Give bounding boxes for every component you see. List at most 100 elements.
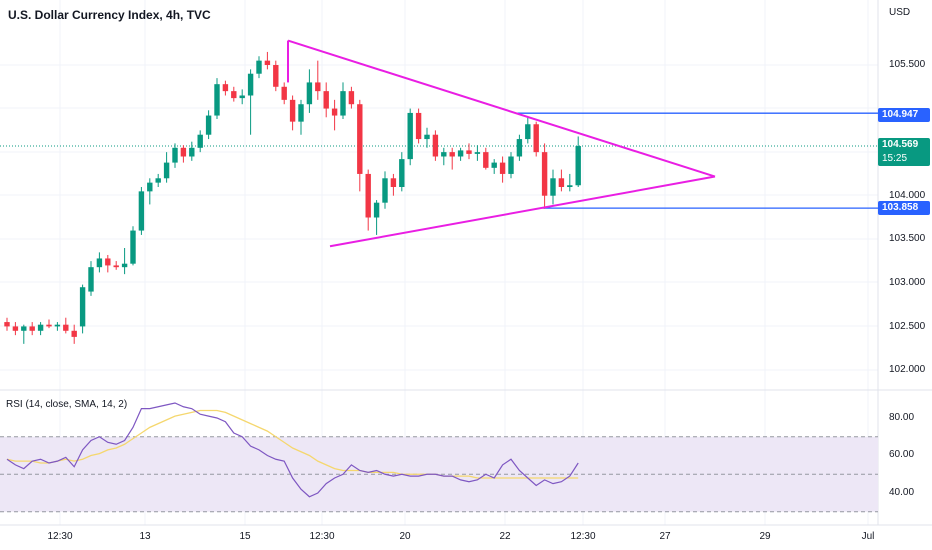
candle-body bbox=[21, 326, 27, 331]
candle-body bbox=[323, 91, 329, 109]
candle-body bbox=[516, 139, 523, 157]
price-tick: 103.500 bbox=[889, 233, 926, 244]
time-tick: 27 bbox=[659, 531, 671, 542]
candle-body bbox=[180, 147, 187, 157]
candle-body bbox=[483, 152, 489, 168]
rsi-tick: 60.00 bbox=[889, 449, 915, 460]
triangle-lower-line bbox=[329, 175, 716, 248]
candle-body bbox=[189, 147, 195, 157]
upper-level-badge[interactable]: 104.947 bbox=[878, 108, 930, 122]
candle-body bbox=[525, 124, 531, 140]
time-tick: 13 bbox=[139, 531, 151, 542]
candle-body bbox=[357, 104, 363, 174]
current-price-badge[interactable]: 104.569 15:25 bbox=[878, 138, 930, 166]
candle-body bbox=[508, 156, 514, 174]
candle-body bbox=[12, 326, 19, 331]
candle-body bbox=[222, 84, 229, 92]
candle-body bbox=[147, 182, 153, 192]
candle-body bbox=[79, 287, 86, 327]
candle-body bbox=[71, 330, 77, 337]
candle-body bbox=[37, 324, 44, 331]
candle-body bbox=[449, 152, 455, 157]
candle-body bbox=[457, 150, 464, 157]
chart-title: U.S. Dollar Currency Index, 4h, TVC bbox=[8, 8, 211, 22]
candle-body bbox=[306, 82, 313, 105]
candle-body bbox=[88, 267, 94, 292]
candle-body bbox=[315, 82, 321, 92]
candle-body bbox=[373, 202, 380, 218]
rsi-indicator-label[interactable]: RSI (14, close, SMA, 14, 2) bbox=[6, 399, 128, 410]
candle-body bbox=[46, 324, 52, 327]
candle-body bbox=[96, 258, 103, 268]
candle-body bbox=[382, 178, 388, 203]
bar-countdown: 15:25 bbox=[882, 153, 908, 164]
candle-body bbox=[541, 152, 548, 196]
candle-body bbox=[432, 134, 439, 157]
candle-body bbox=[550, 178, 556, 196]
triangle-upper-line bbox=[287, 39, 716, 178]
time-tick: 12:30 bbox=[570, 531, 596, 542]
candle-body bbox=[231, 91, 237, 99]
price-tick: 105.500 bbox=[889, 59, 926, 70]
price-tick: 102.500 bbox=[889, 321, 926, 332]
candle-body bbox=[4, 322, 10, 327]
time-tick: 20 bbox=[399, 531, 411, 542]
rsi-line bbox=[6, 402, 579, 498]
time-tick: 22 bbox=[499, 531, 511, 542]
rsi-sma-line bbox=[6, 409, 579, 479]
candle-body bbox=[390, 178, 397, 187]
candle-body bbox=[533, 124, 539, 153]
price-tick: 104.000 bbox=[889, 190, 926, 201]
candle-body bbox=[197, 134, 203, 148]
current-price-value: 104.569 bbox=[882, 139, 919, 150]
candle-body bbox=[247, 73, 254, 96]
time-tick: Jul bbox=[861, 531, 875, 542]
candle-body bbox=[155, 178, 161, 183]
rsi-tick: 40.00 bbox=[889, 487, 915, 498]
rsi-band bbox=[0, 436, 878, 512]
candle-body bbox=[340, 91, 346, 116]
candle-body bbox=[575, 146, 581, 186]
candle-body bbox=[29, 326, 35, 331]
time-tick: 15 bbox=[239, 531, 251, 542]
candle-body bbox=[289, 99, 296, 122]
price-tick: 103.000 bbox=[889, 277, 926, 288]
candle-body bbox=[415, 112, 422, 140]
candle-body bbox=[331, 108, 338, 116]
candle-body bbox=[264, 60, 271, 65]
candle-body bbox=[273, 65, 279, 87]
candle-body bbox=[424, 134, 430, 140]
candle-body bbox=[466, 150, 472, 154]
candle-body bbox=[567, 185, 573, 187]
candle-body bbox=[130, 230, 136, 264]
time-tick: 12:30 bbox=[47, 531, 73, 542]
candle-body bbox=[558, 178, 565, 187]
currency-label: USD bbox=[889, 7, 911, 18]
price-tick: 102.000 bbox=[889, 364, 926, 375]
candle-body bbox=[214, 84, 220, 116]
candle-body bbox=[121, 263, 128, 268]
candle-body bbox=[205, 115, 212, 135]
candle-body bbox=[491, 162, 497, 168]
candle-body bbox=[348, 91, 355, 105]
candle-body bbox=[441, 152, 447, 157]
time-tick: 29 bbox=[759, 531, 771, 542]
candle-body bbox=[298, 104, 304, 122]
candle-body bbox=[474, 152, 481, 154]
candle-body bbox=[239, 95, 245, 99]
time-tick: 12:30 bbox=[309, 531, 335, 542]
candle-body bbox=[281, 86, 287, 100]
candle-body bbox=[138, 191, 145, 231]
lower-level-badge[interactable]: 103.858 bbox=[878, 201, 930, 215]
candle-body bbox=[256, 60, 262, 74]
candle-body bbox=[172, 147, 178, 163]
candle-body bbox=[399, 159, 405, 187]
candle-body bbox=[113, 265, 119, 268]
candle-body bbox=[407, 112, 413, 160]
candle-body bbox=[365, 173, 371, 218]
candle-body bbox=[63, 324, 69, 331]
candle-body bbox=[105, 258, 111, 266]
rsi-tick: 80.00 bbox=[889, 412, 915, 423]
